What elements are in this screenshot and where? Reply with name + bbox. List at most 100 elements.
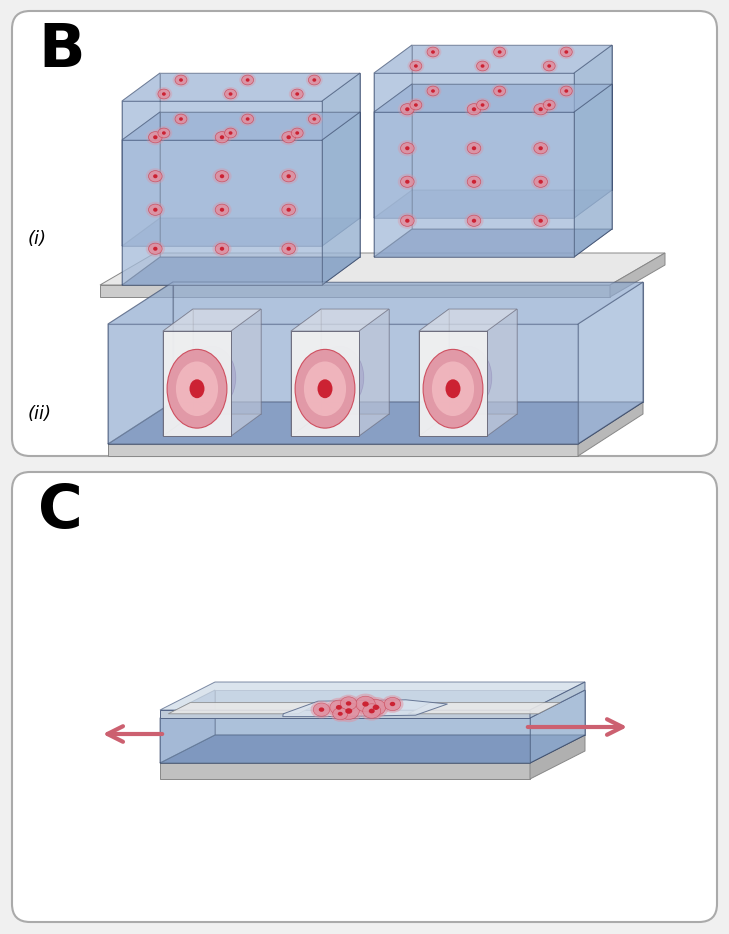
Polygon shape <box>419 414 517 436</box>
Polygon shape <box>374 229 612 257</box>
Polygon shape <box>419 309 517 331</box>
Polygon shape <box>160 718 530 763</box>
Ellipse shape <box>558 45 574 59</box>
Ellipse shape <box>153 135 157 139</box>
Polygon shape <box>108 402 643 444</box>
Polygon shape <box>374 45 412 218</box>
Ellipse shape <box>289 126 305 140</box>
Polygon shape <box>160 112 360 257</box>
Ellipse shape <box>480 104 485 106</box>
Polygon shape <box>291 331 359 436</box>
Ellipse shape <box>212 129 232 146</box>
Ellipse shape <box>498 50 502 54</box>
Ellipse shape <box>424 84 441 98</box>
Ellipse shape <box>474 98 491 112</box>
Ellipse shape <box>176 361 218 416</box>
Ellipse shape <box>304 361 346 416</box>
Polygon shape <box>215 690 585 735</box>
Ellipse shape <box>561 47 572 57</box>
Ellipse shape <box>286 207 291 212</box>
Ellipse shape <box>158 128 170 138</box>
Ellipse shape <box>534 104 547 115</box>
Ellipse shape <box>472 219 476 222</box>
Ellipse shape <box>335 700 363 722</box>
Ellipse shape <box>323 356 357 400</box>
Polygon shape <box>193 309 261 414</box>
Ellipse shape <box>330 706 350 722</box>
Polygon shape <box>122 101 322 246</box>
Ellipse shape <box>400 177 414 188</box>
Ellipse shape <box>356 696 375 712</box>
Ellipse shape <box>405 147 410 150</box>
Ellipse shape <box>408 59 424 73</box>
Ellipse shape <box>149 205 162 216</box>
Ellipse shape <box>346 708 352 714</box>
Ellipse shape <box>400 215 414 226</box>
Polygon shape <box>122 140 322 285</box>
Ellipse shape <box>279 168 298 184</box>
Ellipse shape <box>539 219 543 222</box>
Ellipse shape <box>279 241 298 257</box>
Polygon shape <box>122 218 360 246</box>
Ellipse shape <box>561 86 572 96</box>
Polygon shape <box>578 282 643 444</box>
Ellipse shape <box>432 361 474 416</box>
Polygon shape <box>449 309 517 414</box>
Ellipse shape <box>464 140 483 156</box>
Ellipse shape <box>564 50 568 54</box>
Ellipse shape <box>155 126 172 140</box>
Ellipse shape <box>220 247 225 250</box>
Ellipse shape <box>414 104 418 106</box>
Ellipse shape <box>282 243 295 254</box>
Ellipse shape <box>313 703 330 716</box>
Polygon shape <box>160 682 585 710</box>
Ellipse shape <box>539 179 543 184</box>
Ellipse shape <box>179 78 183 82</box>
Ellipse shape <box>405 179 410 184</box>
Ellipse shape <box>390 701 395 706</box>
Ellipse shape <box>541 59 558 73</box>
Ellipse shape <box>332 708 348 720</box>
Ellipse shape <box>477 100 488 110</box>
Ellipse shape <box>225 89 236 99</box>
Ellipse shape <box>363 697 389 717</box>
Polygon shape <box>100 253 665 285</box>
Ellipse shape <box>188 347 235 409</box>
Ellipse shape <box>431 50 435 54</box>
Text: (i): (i) <box>28 230 47 248</box>
Polygon shape <box>374 45 612 73</box>
Polygon shape <box>322 112 360 285</box>
Ellipse shape <box>543 61 555 71</box>
Ellipse shape <box>229 92 233 96</box>
Ellipse shape <box>146 241 165 257</box>
Polygon shape <box>108 402 643 444</box>
Ellipse shape <box>431 90 435 92</box>
Ellipse shape <box>539 147 543 150</box>
Ellipse shape <box>534 177 547 188</box>
Ellipse shape <box>220 207 225 212</box>
Ellipse shape <box>179 118 183 120</box>
Ellipse shape <box>398 140 417 156</box>
Ellipse shape <box>359 701 383 721</box>
Ellipse shape <box>222 126 239 140</box>
Ellipse shape <box>246 78 249 82</box>
Polygon shape <box>610 253 665 297</box>
Polygon shape <box>122 73 160 246</box>
Ellipse shape <box>467 215 481 226</box>
Ellipse shape <box>534 215 547 226</box>
Ellipse shape <box>313 118 316 120</box>
Ellipse shape <box>381 695 403 713</box>
Ellipse shape <box>543 100 555 110</box>
Polygon shape <box>108 324 578 444</box>
Ellipse shape <box>405 107 410 111</box>
Ellipse shape <box>222 87 239 101</box>
Ellipse shape <box>229 132 233 134</box>
Ellipse shape <box>541 98 558 112</box>
Polygon shape <box>163 309 193 436</box>
Ellipse shape <box>158 89 170 99</box>
Ellipse shape <box>531 140 550 156</box>
FancyBboxPatch shape <box>12 472 717 922</box>
Text: C: C <box>38 482 83 541</box>
Polygon shape <box>322 73 360 246</box>
Polygon shape <box>574 84 612 257</box>
